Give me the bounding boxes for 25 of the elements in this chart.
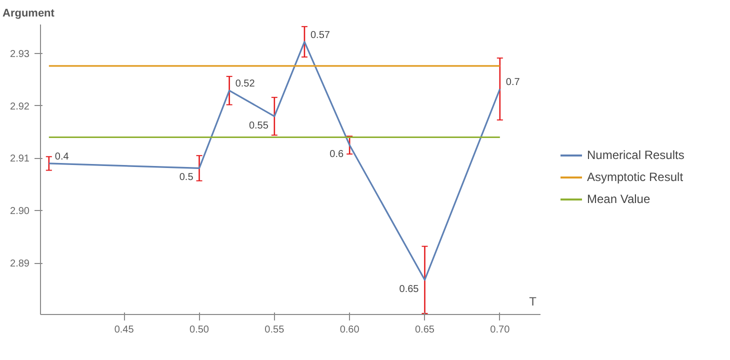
x-tick-label: 0.50 [190,324,210,336]
x-tick-label: 0.60 [340,324,360,336]
annotation: 0.52 [235,78,256,90]
x-tick-label: 0.65 [415,324,435,336]
y-axis-title: Argument [2,8,55,20]
x-axis-title: T [529,294,538,308]
y-tick-label: 2.91 [10,154,30,165]
annotation: 0.55 [248,120,269,132]
annotation: 0.5 [179,172,194,184]
annotation: 0.57 [310,30,330,41]
annotation: 0.7 [506,77,520,88]
legend-label: Mean Value [587,192,650,206]
legend-label: Asymptotic Result [587,170,684,184]
annotation: 0.65 [399,284,420,295]
y-tick-label: 2.93 [10,48,30,60]
legend-label: Numerical Results [587,148,684,162]
x-tick-label: 0.70 [490,324,510,336]
x-tick-label: 0.45 [114,324,134,336]
line-series [48,41,501,281]
y-tick-label: 2.89 [10,258,30,270]
x-tick-label: 0.55 [264,324,285,336]
annotation: 0.6 [330,149,344,160]
annotation: 0.4 [54,151,70,162]
y-tick-label: 2.92 [10,101,30,112]
y-tick-label: 2.90 [10,206,30,218]
